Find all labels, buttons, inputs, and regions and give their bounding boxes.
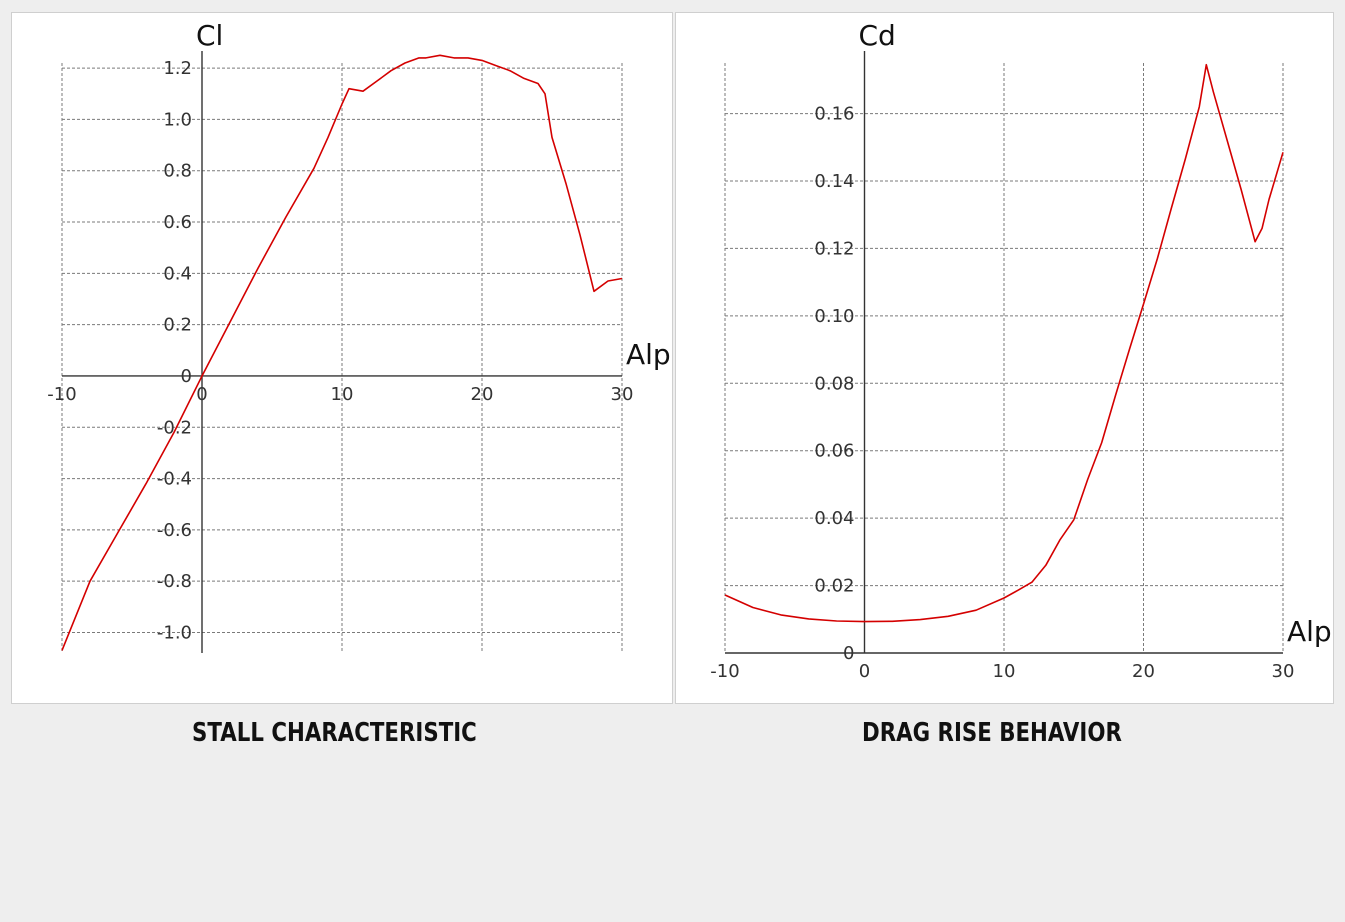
cl-y-tick-label: -1.0 bbox=[157, 622, 192, 643]
cl-chart-caption: STALL CHARACTERISTIC bbox=[192, 718, 477, 748]
cl-y-tick-label: 1.2 bbox=[163, 58, 192, 79]
cd-chart: -10 0 10 20 30 0 0.02 0.04 0.06 0.08 0.10 0.12 0.14 0… bbox=[710, 19, 1332, 682]
cd-grid bbox=[724, 63, 1284, 654]
cd-y-tick-label: 0.16 bbox=[814, 104, 854, 125]
cl-x-tick-label: 20 bbox=[471, 384, 494, 405]
cd-y-tick-label: 0.04 bbox=[814, 508, 854, 529]
cl-y-tick-label: -0.8 bbox=[157, 571, 192, 592]
cl-x-tick-label: -10 bbox=[47, 384, 76, 405]
cd-y-axis-title: Cd bbox=[859, 19, 896, 52]
cd-y-tick-label: 0.12 bbox=[814, 238, 854, 259]
cl-y-tick-label: -0.2 bbox=[157, 417, 192, 438]
cd-x-tick-label: 0 bbox=[859, 661, 870, 682]
cl-y-tick-label: 0.6 bbox=[163, 212, 192, 233]
cd-chart-panel: -10 0 10 20 30 0 0.02 0.04 0.06 0.08 0.10 0.12 0.14 0… bbox=[675, 12, 1334, 704]
cl-y-tick-label: 0.2 bbox=[163, 315, 192, 336]
cl-y-tick-label: 1.0 bbox=[163, 109, 192, 130]
cd-x-tick-label: 30 bbox=[1272, 661, 1295, 682]
cd-x-tick-label: 20 bbox=[1132, 661, 1155, 682]
cl-x-tick-label: 0 bbox=[196, 384, 207, 405]
cd-series-line bbox=[724, 63, 1284, 623]
cd-y-tick-label: 0.14 bbox=[814, 171, 854, 192]
cd-y-tick-label: 0.10 bbox=[814, 306, 854, 327]
cl-y-tick-label: -0.4 bbox=[157, 469, 192, 490]
cl-y-tick-label: -0.6 bbox=[157, 520, 192, 541]
cd-y-tick-label: 0.08 bbox=[814, 373, 854, 394]
cd-y-tick-label: 0.06 bbox=[814, 441, 854, 462]
cl-y-tick-label: 0.8 bbox=[163, 161, 192, 182]
cd-chart-caption: DRAG RISE BEHAVIOR bbox=[862, 718, 1122, 748]
cl-y-axis-title: Cl bbox=[196, 19, 223, 52]
cd-x-tick-label: -10 bbox=[710, 661, 739, 682]
cl-x-tick-label: 30 bbox=[611, 384, 634, 405]
cl-y-tick-label: 0 bbox=[181, 366, 192, 387]
cl-chart-panel: -10 0 10 20 30 -1.0 -0.8 -0.6 -0.4 -0.2 0 0.2 0.4 0.6… bbox=[11, 12, 673, 704]
cl-y-tick-label: 0.4 bbox=[163, 263, 192, 284]
cd-x-axis-title: Alp bbox=[1287, 615, 1332, 648]
cl-chart: -10 0 10 20 30-1.0-0.8-0.6-0.4-0.200.20.40.6… bbox=[47, 19, 671, 653]
cd-x-tick-label: 10 bbox=[993, 661, 1016, 682]
cl-x-axis-title: Alp bbox=[626, 338, 671, 371]
cl-x-tick-label: 10 bbox=[331, 384, 354, 405]
cl-series-line bbox=[61, 54, 623, 651]
cl-grid bbox=[61, 63, 623, 653]
cd-y-tick-label: 0.02 bbox=[814, 576, 854, 597]
cd-y-tick-label: 0 bbox=[843, 643, 854, 664]
